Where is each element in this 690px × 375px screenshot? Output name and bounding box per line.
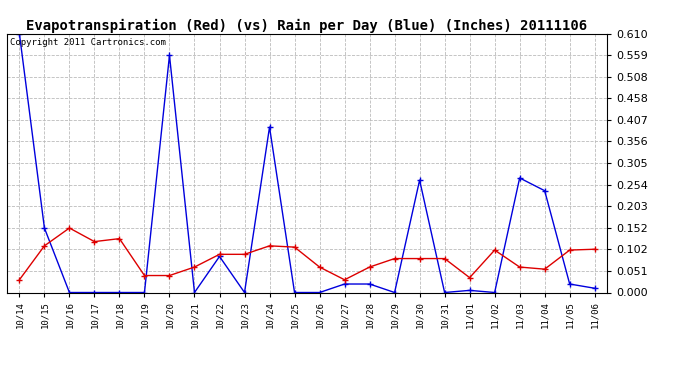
Title: Evapotranspiration (Red) (vs) Rain per Day (Blue) (Inches) 20111106: Evapotranspiration (Red) (vs) Rain per D… <box>26 18 588 33</box>
Text: Copyright 2011 Cartronics.com: Copyright 2011 Cartronics.com <box>10 38 166 46</box>
